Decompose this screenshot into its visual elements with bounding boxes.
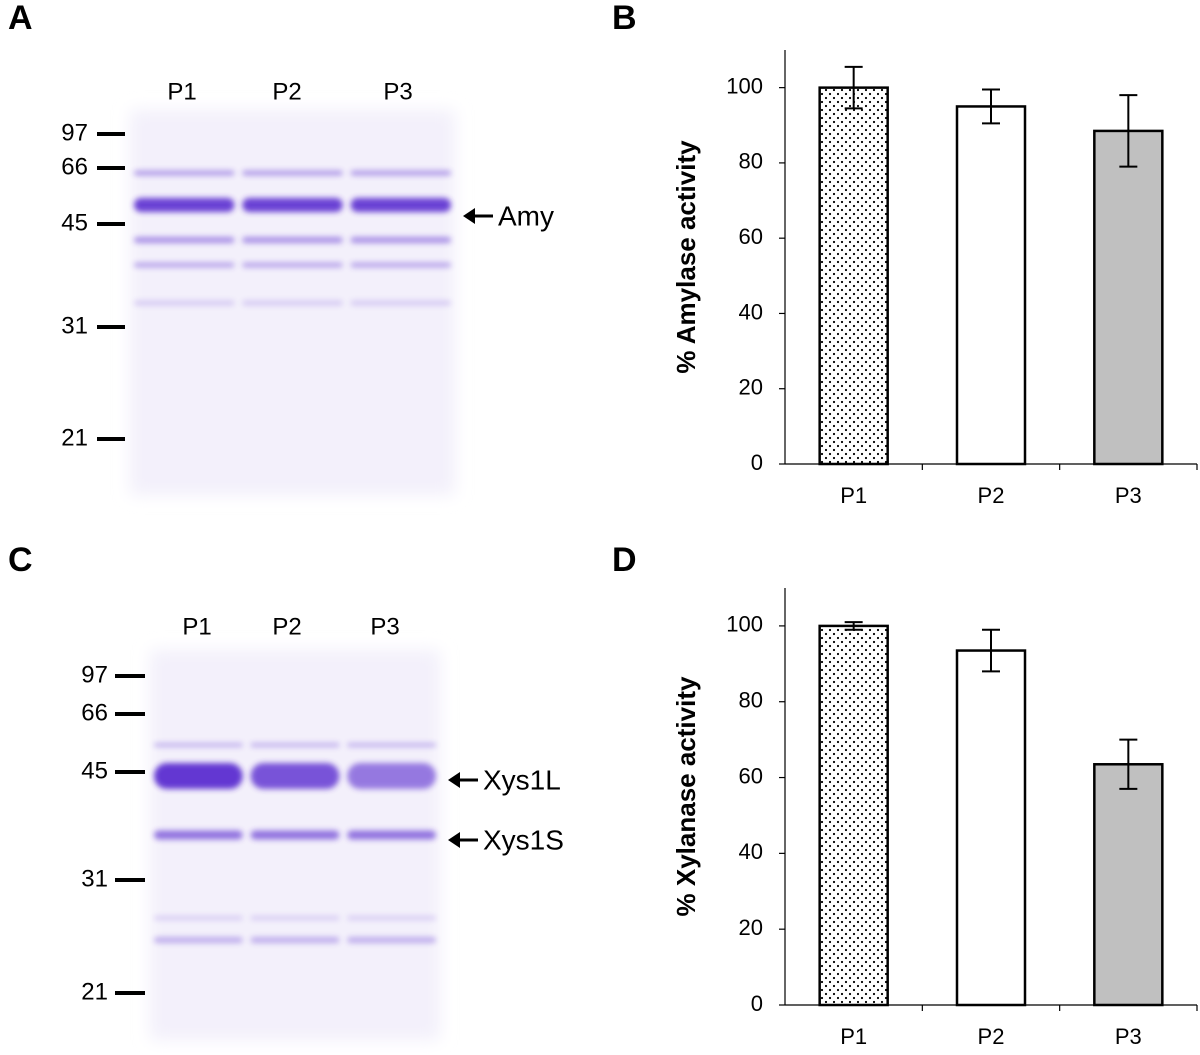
gel-band (347, 743, 436, 747)
x-tick-label: P1 (840, 1024, 867, 1049)
bar (818, 86, 889, 466)
marker-label: 31 (81, 865, 108, 892)
lane-label: P1 (167, 78, 196, 105)
lane-label: P2 (272, 78, 301, 105)
gel-band (250, 916, 340, 920)
y-axis-label: % Amylase activity (671, 140, 701, 374)
panel-letter: B (612, 0, 637, 37)
error-bar (844, 65, 863, 110)
arrow-head (448, 832, 460, 848)
x-tick-label: P1 (840, 483, 867, 508)
y-tick-label: 20 (739, 915, 763, 940)
x-tick-label: P3 (1115, 1024, 1142, 1049)
gel-band (134, 198, 235, 212)
gel-band (134, 237, 235, 243)
marker-label: 66 (61, 153, 88, 180)
gel-band (154, 937, 243, 943)
bar (955, 105, 1027, 466)
gel-band (350, 198, 451, 212)
marker-label: 45 (81, 757, 108, 784)
marker-label: 97 (61, 119, 88, 146)
y-tick-label: 60 (739, 224, 763, 249)
error-bar (982, 88, 1000, 125)
gel-band (134, 300, 235, 306)
band-label: Xys1L (483, 764, 561, 795)
arrow-head (448, 772, 460, 788)
panel-letter: D (612, 541, 637, 579)
error-bar (1119, 94, 1138, 168)
lane-label: P3 (370, 613, 399, 640)
panel-letter: C (8, 541, 33, 579)
gel-band (154, 763, 243, 789)
arrow-head (463, 208, 475, 224)
gel-band (347, 763, 436, 789)
gel-band (250, 763, 340, 789)
error-bar (1119, 738, 1138, 790)
bar (818, 624, 889, 1007)
y-tick-label: 100 (726, 73, 763, 98)
marker-label: 21 (61, 424, 88, 451)
marker-label: 66 (81, 699, 108, 726)
gel-band (347, 830, 436, 840)
gel-band (134, 262, 235, 268)
gel-band (154, 830, 243, 840)
bar (1093, 129, 1164, 466)
gel-band (242, 262, 343, 268)
gel-band (250, 937, 340, 943)
gel-band (134, 170, 235, 176)
y-tick-label: 20 (739, 375, 763, 400)
x-tick-label: P2 (978, 483, 1005, 508)
band-label: Amy (498, 200, 554, 231)
y-tick-label: 80 (739, 688, 763, 713)
x-tick-label: P2 (978, 1024, 1005, 1049)
lane-label: P2 (272, 613, 301, 640)
band-label: Xys1S (483, 824, 564, 855)
marker-label: 45 (61, 209, 88, 236)
bar (1093, 763, 1164, 1007)
marker-label: 97 (81, 661, 108, 688)
gel-band (250, 830, 340, 840)
y-tick-label: 0 (751, 991, 763, 1016)
error-bar (982, 628, 1000, 673)
lane-label: P3 (383, 78, 412, 105)
lane-label: P1 (182, 613, 211, 640)
gel-band (242, 170, 343, 176)
gel-band (154, 743, 243, 747)
y-tick-label: 40 (739, 299, 763, 324)
y-tick-label: 100 (726, 612, 763, 637)
y-tick-label: 80 (739, 149, 763, 174)
bar (955, 649, 1027, 1007)
gel-band (242, 300, 343, 306)
gel-band (154, 916, 243, 920)
y-axis-label: % Xylanase activity (671, 676, 701, 916)
gel-band (350, 237, 451, 243)
gel-band (242, 198, 343, 212)
gel-band (350, 170, 451, 176)
error-bar (844, 621, 863, 631)
marker-label: 21 (81, 978, 108, 1005)
gel-band (250, 743, 340, 747)
gel-band (347, 937, 436, 943)
gel-band (350, 262, 451, 268)
panel-letter: A (8, 0, 33, 37)
gel-band (347, 916, 436, 920)
y-tick-label: 0 (751, 450, 763, 475)
y-tick-label: 60 (739, 763, 763, 788)
gel-band (242, 237, 343, 243)
gel-background (150, 650, 440, 1040)
x-tick-label: P3 (1115, 483, 1142, 508)
y-tick-label: 40 (739, 839, 763, 864)
marker-label: 31 (61, 312, 88, 339)
gel-band (350, 300, 451, 306)
